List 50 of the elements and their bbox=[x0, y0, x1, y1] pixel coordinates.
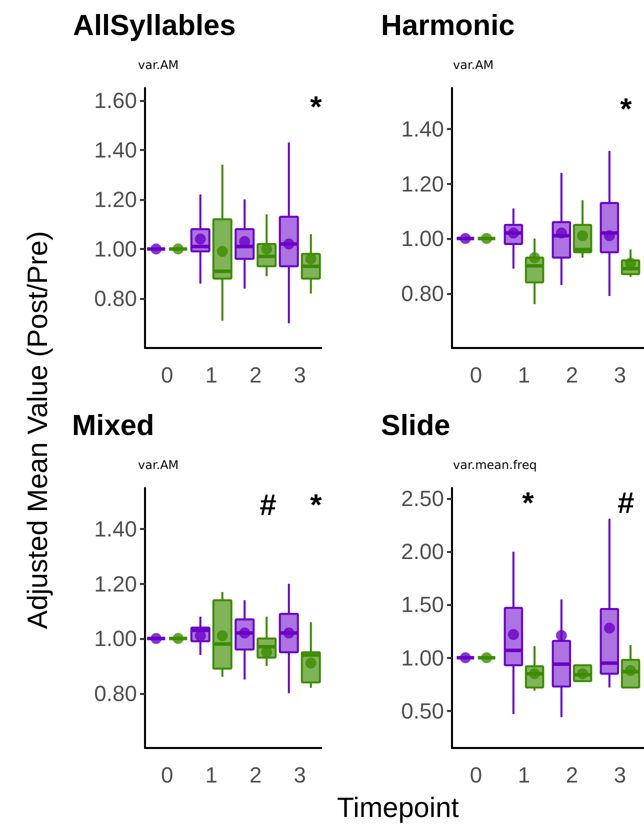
chart-title: Mixed bbox=[72, 410, 154, 443]
y-tick-label: 1.40 bbox=[94, 137, 137, 162]
annotation: * bbox=[522, 487, 534, 520]
y-tick-label: 2.50 bbox=[401, 486, 444, 512]
x-tick-label: 1 bbox=[518, 362, 530, 388]
x-tick-label: 2 bbox=[250, 762, 262, 788]
y-tick-label: 1.20 bbox=[94, 186, 137, 212]
y-tick-label: 1.00 bbox=[401, 226, 444, 252]
annotation: # bbox=[260, 489, 276, 522]
y-tick-label: 1.20 bbox=[401, 171, 444, 196]
y-tick-label: 2.00 bbox=[401, 539, 444, 564]
x-axis-title: Timepoint bbox=[337, 792, 459, 824]
y-axis-title: Adjusted Mean Value (Post/Pre) bbox=[22, 231, 54, 629]
annotation: * bbox=[310, 489, 322, 522]
y-tick-label: 0.80 bbox=[401, 280, 444, 306]
x-tick-label: 1 bbox=[205, 362, 218, 388]
x-tick-label: 2 bbox=[566, 762, 578, 788]
y-tick-label: 1.00 bbox=[401, 645, 444, 670]
chart-title: Slide bbox=[381, 410, 450, 443]
y-tick-label: 0.50 bbox=[401, 698, 444, 724]
y-tick-label: 1.40 bbox=[401, 116, 444, 142]
chart-subtitle: var.mean.freq bbox=[453, 458, 537, 472]
x-tick-label: 3 bbox=[294, 362, 306, 388]
annotation: * bbox=[310, 91, 322, 124]
x-tick-label: 0 bbox=[470, 762, 482, 788]
x-tick-label: 0 bbox=[161, 762, 174, 788]
y-tick-label: 1.60 bbox=[94, 88, 137, 113]
y-tick-label: 0.80 bbox=[94, 680, 137, 706]
annotation: # bbox=[618, 487, 634, 520]
y-tick-label: 1.00 bbox=[94, 626, 137, 652]
x-tick-label: 3 bbox=[294, 762, 306, 788]
x-tick-label: 0 bbox=[470, 362, 482, 388]
x-tick-label: 1 bbox=[518, 762, 530, 788]
x-tick-label: 2 bbox=[250, 362, 262, 388]
x-tick-label: 3 bbox=[614, 362, 626, 388]
annotation: * bbox=[620, 93, 632, 126]
chart-title: Harmonic bbox=[381, 10, 515, 43]
y-tick-label: 1.20 bbox=[94, 571, 137, 596]
chart-subtitle: var.AM bbox=[453, 58, 494, 72]
x-tick-label: 2 bbox=[566, 362, 578, 388]
x-tick-label: 0 bbox=[161, 362, 174, 388]
y-tick-label: 0.80 bbox=[94, 286, 137, 311]
y-tick-label: 1.40 bbox=[94, 516, 137, 542]
y-tick-label: 1.50 bbox=[401, 592, 444, 618]
x-tick-label: 1 bbox=[205, 762, 218, 788]
chart-title: AllSyllables bbox=[73, 10, 236, 43]
chart-subtitle: var.AM bbox=[138, 458, 179, 472]
chart-subtitle: var.AM bbox=[138, 58, 179, 72]
x-tick-label: 3 bbox=[614, 762, 626, 788]
y-tick-label: 1.00 bbox=[94, 236, 137, 262]
